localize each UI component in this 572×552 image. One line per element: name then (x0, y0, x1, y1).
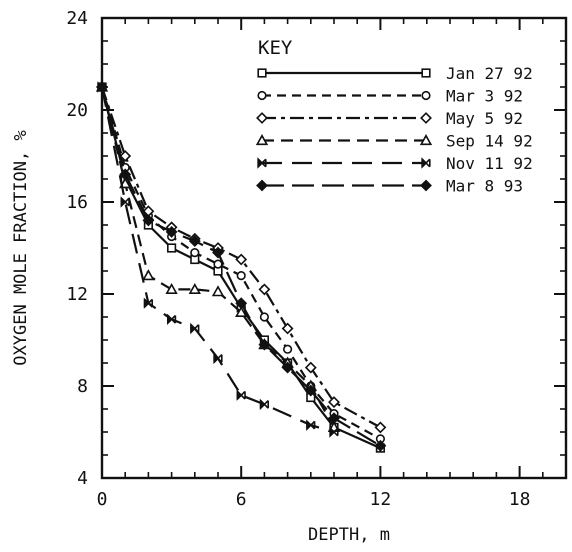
data-point (304, 361, 317, 374)
y-tick-label: 16 (66, 192, 88, 213)
y-tick-label: 20 (66, 100, 88, 121)
legend-label: Mar 8 93 (446, 177, 523, 196)
data-point (188, 282, 201, 295)
data-point (304, 384, 317, 397)
legend-label: Jan 27 92 (446, 64, 533, 83)
data-point (167, 314, 177, 324)
data-point (213, 354, 223, 363)
data-point (165, 225, 178, 238)
data-point (421, 90, 431, 101)
data-point (257, 158, 267, 168)
data-point (235, 253, 248, 266)
data-point (165, 282, 178, 295)
x-axis-title: DEPTH, m (308, 525, 390, 545)
legend-label: Mar 3 92 (446, 87, 523, 106)
data-point (235, 297, 248, 310)
data-point (119, 168, 132, 181)
data-point (258, 338, 271, 351)
data-point (120, 197, 130, 207)
data-point (259, 312, 270, 322)
data-point (142, 269, 155, 281)
legend-label: May 5 92 (446, 109, 523, 128)
data-point (421, 68, 431, 78)
data-point (374, 421, 387, 434)
series-6 (96, 81, 387, 452)
legend: KEY Jan 27 92 Mar 3 92 May 5 92 Sep 14 92 Nov… (255, 37, 533, 196)
y-tick-label: 12 (66, 284, 88, 305)
x-tick-label: 18 (509, 489, 531, 510)
data-point (281, 322, 294, 335)
data-point (142, 214, 155, 227)
data-point (190, 324, 200, 333)
series-line (100, 86, 381, 440)
axes: 0 6 12 18 4 8 12 16 20 24 (66, 8, 568, 510)
data-point (143, 298, 153, 308)
legend-entry: Jan 27 92 (257, 64, 533, 83)
data-point (374, 439, 387, 452)
legend-entry: Sep 14 92 (255, 132, 533, 151)
data-point (419, 134, 433, 146)
data-point (258, 283, 271, 296)
data-point (421, 158, 431, 168)
x-tick-label: 12 (370, 489, 392, 510)
data-point (328, 412, 340, 425)
data-point (256, 112, 268, 124)
y-tick-label: 24 (66, 8, 88, 29)
legend-entry: Nov 11 92 (257, 154, 533, 173)
data-point (329, 427, 339, 437)
x-tick-label: 0 (97, 489, 108, 510)
y-tick-label: 8 (77, 376, 88, 397)
legend-entry: Mar 8 93 (256, 177, 523, 196)
data-point (96, 81, 108, 93)
data-point (236, 271, 246, 281)
data-point (420, 179, 432, 192)
legend-label: Nov 11 92 (446, 154, 533, 173)
legend-title: KEY (258, 37, 293, 59)
series-line (100, 86, 381, 429)
series-lines (95, 80, 387, 453)
data-point (167, 243, 177, 253)
series-line (100, 86, 381, 447)
data-point (212, 246, 224, 259)
legend-label: Sep 14 92 (446, 132, 533, 151)
data-point (257, 68, 267, 78)
legend-entry: Mar 3 92 (257, 87, 523, 106)
data-point (255, 134, 269, 146)
y-tick-label: 4 (77, 468, 88, 489)
data-point (281, 361, 294, 374)
data-point (306, 420, 316, 430)
series-5 (97, 81, 339, 438)
y-axis-title: OXYGEN MOLE FRACTION, % (11, 130, 31, 365)
data-point (328, 396, 340, 409)
data-point (188, 235, 201, 248)
data-point (213, 259, 223, 269)
data-point (211, 285, 225, 297)
x-tick-label: 6 (236, 489, 247, 510)
data-point (283, 344, 293, 354)
data-point (256, 179, 268, 192)
data-point (257, 90, 267, 101)
data-point (259, 400, 269, 409)
data-point (235, 305, 248, 318)
data-point (236, 390, 246, 400)
legend-entry: May 5 92 (256, 109, 523, 128)
data-point (420, 112, 432, 124)
series-3 (96, 81, 387, 434)
data-point (119, 150, 132, 162)
series-line (100, 86, 335, 434)
data-point (190, 248, 200, 258)
